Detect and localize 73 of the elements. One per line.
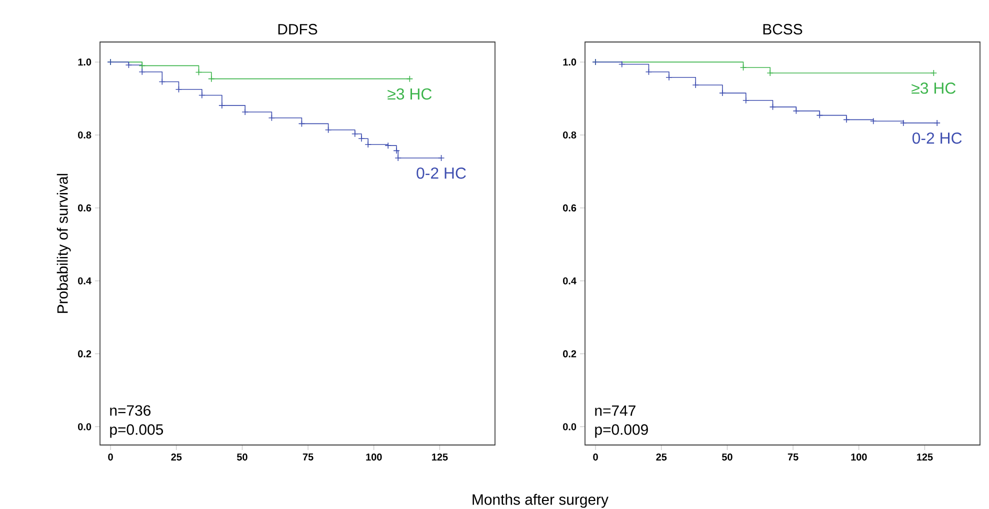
point: [930, 70, 938, 76]
x-tick-label: 75: [302, 454, 314, 460]
point: [324, 126, 332, 134]
series-label: 0-2 HC: [912, 132, 962, 144]
point: [394, 154, 402, 162]
y-tick-label: 0.6: [78, 204, 92, 212]
x-tick-label: 0: [108, 454, 113, 461]
point: [198, 92, 206, 99]
point: [618, 60, 626, 68]
y-tick-label: 0.2: [563, 350, 576, 358]
y-tick-label: 0.2: [78, 350, 92, 358]
point: [900, 120, 907, 126]
point: [666, 74, 672, 81]
point: [769, 104, 776, 110]
x-tick-label: 25: [171, 454, 182, 461]
point: [158, 78, 166, 86]
point: [719, 90, 726, 96]
annotation: n=736: [110, 405, 151, 416]
point: [138, 68, 146, 76]
chart-title: BCSS: [763, 24, 802, 34]
y-tick-label: 0.4: [78, 277, 92, 284]
chart-title: DDFS: [278, 24, 318, 34]
point: [358, 135, 365, 142]
point: [816, 112, 824, 119]
x-tick-label: 100: [366, 454, 382, 461]
series-label: ≥3 HC: [912, 82, 956, 94]
point: [438, 154, 445, 162]
point: [218, 102, 226, 109]
annotation: n=747: [595, 406, 636, 416]
point: [268, 114, 276, 122]
y-tick-label: 0.0: [78, 423, 92, 430]
point: [384, 142, 392, 149]
annotation: p=0.005: [110, 424, 164, 438]
x-tick-label: 50: [722, 454, 732, 461]
y-tick-label: 1.0: [78, 58, 92, 66]
point: [740, 64, 747, 71]
point: [125, 62, 132, 68]
x-tick-label: 50: [236, 454, 248, 461]
point: [364, 141, 372, 148]
y-tick-label: 0.8: [78, 131, 92, 139]
point: [175, 86, 182, 93]
y-tick-label: 1.0: [563, 58, 576, 66]
point: [645, 68, 652, 76]
point: [766, 70, 774, 76]
point: [692, 82, 700, 88]
point: [742, 96, 750, 104]
annotation: p=0.009: [595, 424, 648, 438]
y-axis-title: Probability of survival: [56, 174, 71, 313]
point: [242, 108, 248, 116]
series-label: ≥3 HC: [388, 88, 432, 100]
point: [792, 108, 800, 114]
series-label: 0-2 HC: [416, 167, 466, 179]
point: [393, 147, 400, 154]
point: [195, 68, 202, 76]
y-tick-label: 0.6: [563, 204, 576, 212]
x-tick-label: 100: [851, 454, 867, 461]
point: [843, 116, 850, 124]
point: [352, 130, 358, 138]
point: [406, 75, 414, 82]
x-axis-title: Months after surgery: [472, 494, 608, 508]
y-tick-label: 0.4: [563, 277, 576, 284]
x-tick-label: 125: [917, 454, 933, 461]
x-tick-label: 75: [788, 454, 798, 460]
point: [934, 120, 940, 126]
x-tick-label: 25: [656, 454, 667, 461]
y-tick-label: 0.8: [563, 131, 576, 139]
point: [870, 118, 877, 125]
point: [298, 120, 306, 128]
x-tick-label: 125: [432, 454, 448, 461]
point: [208, 75, 215, 82]
x-tick-label: 0: [593, 454, 598, 461]
point: [138, 62, 146, 70]
y-tick-label: 0.0: [563, 423, 576, 430]
